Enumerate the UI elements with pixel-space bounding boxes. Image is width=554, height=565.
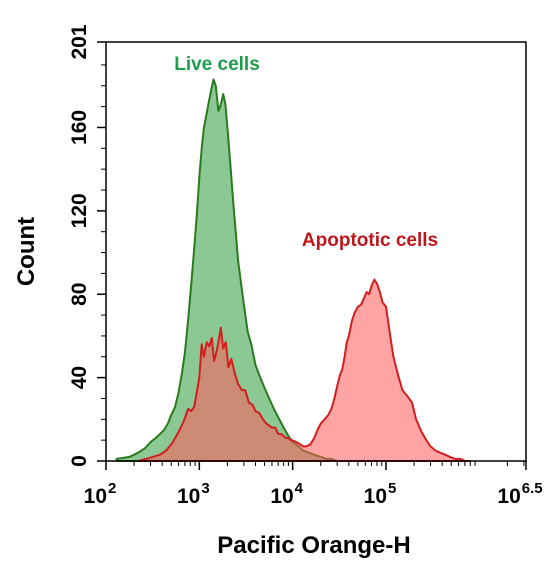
y-tick-label: 160 (68, 110, 91, 145)
apoptotic-cells-area (137, 278, 472, 462)
y-axis-title: Count (13, 217, 40, 286)
labels: Pacific Orange-H Count Live cells Apopto… (13, 54, 438, 559)
y-tick-label: 0 (68, 455, 91, 467)
x-tick-label: 103 (177, 480, 210, 508)
x-tick-label: 105 (364, 480, 397, 508)
x-tick-label: 106.5 (497, 480, 542, 508)
live-cells-annotation: Live cells (174, 54, 260, 75)
axes: 102 103 104 105 106.5 0 40 80 120 160 201 (68, 24, 543, 508)
x-tick-label: 104 (270, 480, 303, 508)
x-tick-label: 102 (84, 480, 117, 508)
y-tick-label: 201 (68, 24, 91, 59)
y-tick-label: 40 (68, 366, 91, 389)
x-axis-title: Pacific Orange-H (217, 532, 410, 559)
y-tick-label: 120 (68, 193, 91, 228)
plot-frame (105, 41, 527, 462)
y-tick-label: 80 (68, 283, 91, 306)
apoptotic-cells-annotation: Apoptotic cells (302, 230, 438, 251)
plot-area (115, 78, 472, 462)
